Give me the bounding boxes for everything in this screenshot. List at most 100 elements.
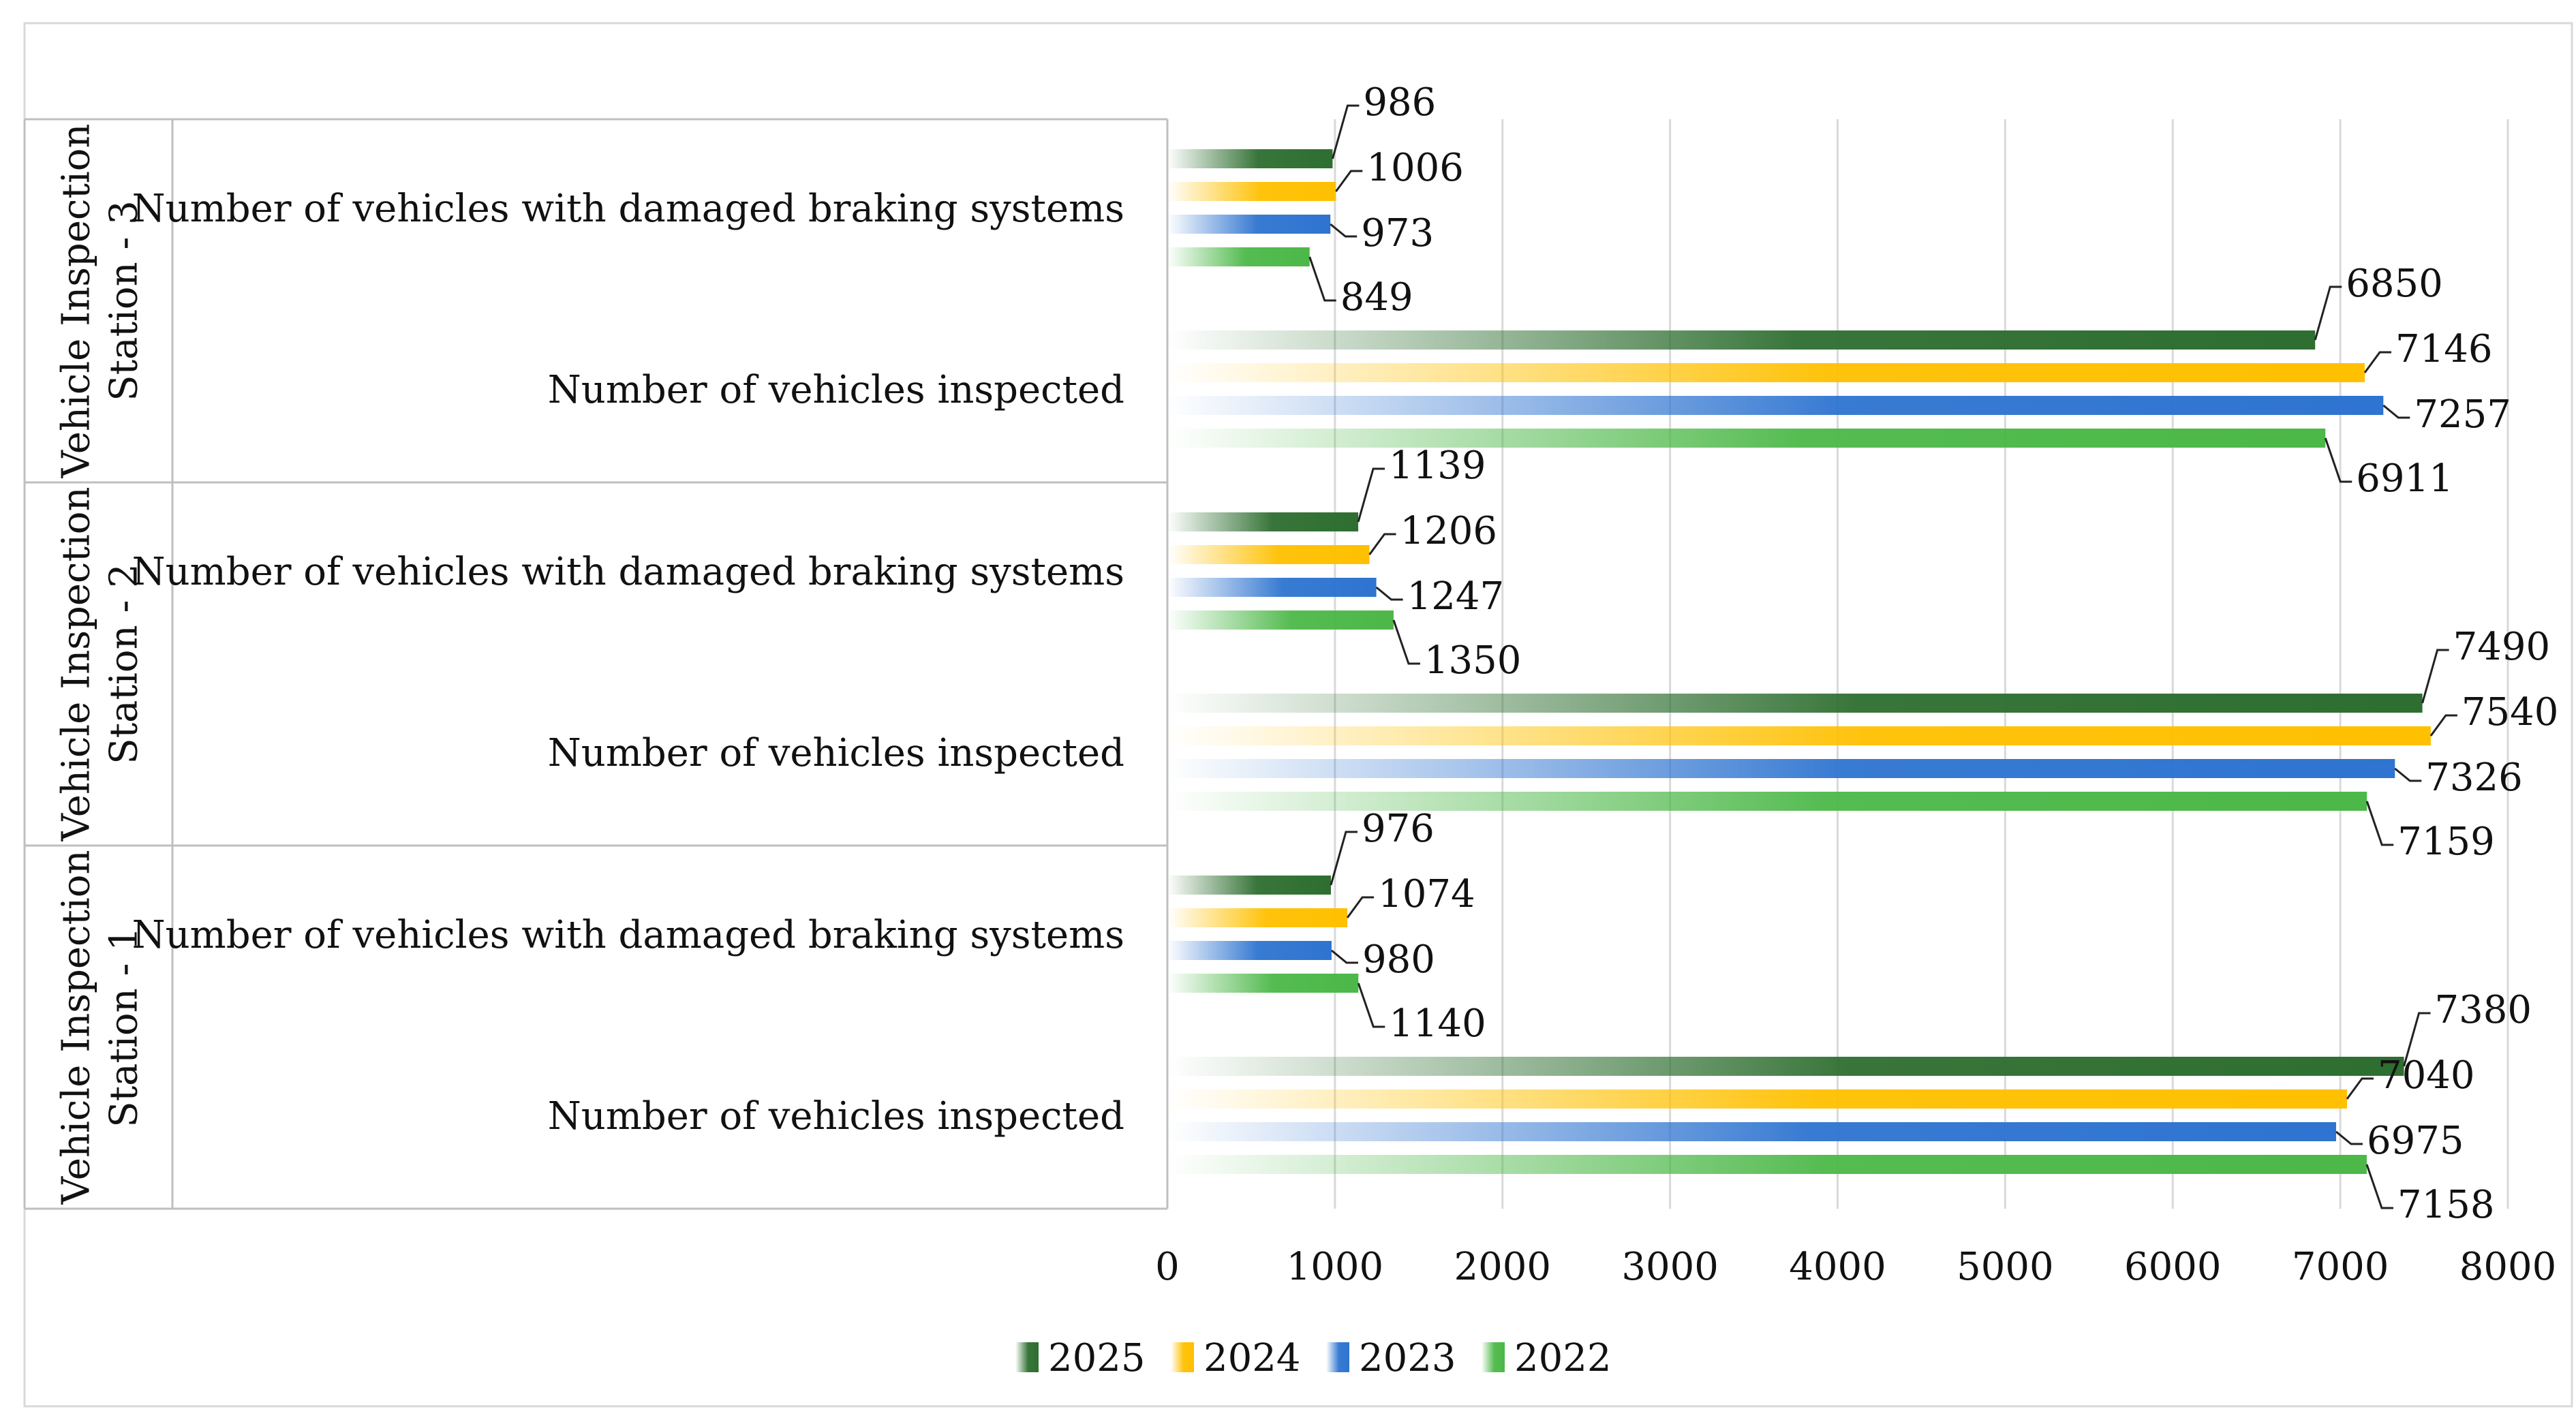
leader-line: [1308, 256, 1336, 302]
category-label: Number of vehicles inspected: [548, 731, 1124, 775]
leader-line: [2314, 285, 2342, 341]
leader-line: [2382, 404, 2410, 419]
bar-vehicle-inspection-station-2-0-2025: [1167, 512, 1359, 531]
bar-vehicle-inspection-station-3-0-2024: [1167, 182, 1336, 201]
bar-vehicle-inspection-station-1-1-2025: [1167, 1057, 2404, 1076]
leader-line: [1330, 223, 1358, 238]
bar-vehicle-inspection-station-1-1-2022: [1167, 1155, 2367, 1174]
legend-swatch-2023: [1326, 1342, 1349, 1372]
legend-entry-2022: 2022: [1514, 1336, 1612, 1380]
data-label-2025: 976: [1362, 807, 1435, 851]
bar-vehicle-inspection-station-1-0-2023: [1167, 941, 1332, 960]
group-name-vehicle-inspection-station-3: Vehicle InspectionStation - 3: [55, 123, 147, 478]
bar-vehicle-inspection-station-2-0-2022: [1167, 610, 1394, 630]
bar-vehicle-inspection-station-2-1-2025: [1167, 694, 2423, 713]
bar-vehicle-inspection-station-1-0-2024: [1167, 908, 1348, 927]
x-tick-6000: 6000: [2124, 1245, 2222, 1289]
leader-line: [1335, 170, 1363, 192]
legend-swatch-2022: [1482, 1342, 1505, 1372]
group-name-vehicle-inspection-station-2: Vehicle InspectionStation - 2: [55, 486, 147, 841]
data-label-2022: 6911: [2356, 456, 2453, 501]
data-label-2024: 1074: [1378, 872, 1475, 916]
data-label-2023: 7326: [2425, 756, 2523, 800]
data-label-2022: 7159: [2397, 820, 2495, 864]
leader-line: [2394, 767, 2422, 782]
x-tick-3000: 3000: [1621, 1245, 1719, 1289]
data-label-2025: 7380: [2435, 988, 2532, 1032]
data-label-2023: 980: [1362, 938, 1435, 982]
group-name-vehicle-inspection-station-1: Vehicle InspectionStation - 1: [55, 850, 147, 1205]
data-label-2023: 7257: [2414, 392, 2511, 437]
leader-line: [1357, 467, 1385, 523]
data-label-2024: 7540: [2462, 690, 2559, 734]
legend-entry-2025: 2025: [1048, 1336, 1146, 1380]
bar-vehicle-inspection-station-3-1-2022: [1167, 429, 2326, 448]
bar-vehicle-inspection-station-2-1-2022: [1167, 792, 2367, 811]
legend-entry-2023: 2023: [1359, 1336, 1456, 1380]
bar-vehicle-inspection-station-3-1-2024: [1167, 363, 2365, 382]
data-labels: 986 1006 973 849 6850 7146 7257 6911 1139 1206 124…: [1308, 80, 2559, 1227]
data-label-2024: 1206: [1400, 509, 1498, 553]
legend-entry-2024: 2024: [1203, 1336, 1301, 1380]
bar-vehicle-inspection-station-3-0-2025: [1167, 149, 1333, 168]
data-label-2023: 1247: [1407, 574, 1505, 619]
data-label-2022: 849: [1340, 275, 1413, 320]
category-label: Number of vehicles inspected: [548, 368, 1124, 412]
leader-line: [2324, 437, 2352, 483]
data-label-2025: 7490: [2453, 625, 2551, 669]
bars: [1167, 149, 2431, 1174]
group-name-line: Station - 1: [102, 927, 147, 1128]
category-label: Number of vehicles with damaged braking …: [132, 187, 1124, 231]
group-name-line: Vehicle Inspection: [55, 486, 99, 841]
legend: 2025 2024 2023 2022: [1015, 1336, 1612, 1380]
group-name-line: Vehicle Inspection: [55, 850, 99, 1205]
bar-vehicle-inspection-station-1-0-2022: [1167, 974, 1359, 993]
bar-vehicle-inspection-station-3-0-2023: [1167, 215, 1331, 234]
category-label: Number of vehicles inspected: [548, 1094, 1124, 1139]
data-label-2022: 7158: [2397, 1183, 2495, 1227]
group-name-line: Vehicle Inspection: [55, 123, 99, 478]
legend-swatch-2024: [1171, 1342, 1194, 1372]
bar-vehicle-inspection-station-2-0-2024: [1167, 545, 1370, 564]
leader-line: [1331, 104, 1360, 159]
x-axis-tick-labels: 0 1000 2000 3000 4000 5000 6000 7000 8000: [1155, 1245, 2556, 1289]
bar-vehicle-inspection-station-2-0-2023: [1167, 578, 1377, 597]
leader-line: [2363, 351, 2392, 373]
leader-line: [1368, 533, 1396, 555]
leader-line: [2365, 1164, 2393, 1209]
leader-line: [2365, 801, 2394, 846]
x-tick-7000: 7000: [2292, 1245, 2389, 1289]
bar-vehicle-inspection-station-3-1-2023: [1167, 396, 2384, 415]
data-label-2022: 1350: [1424, 638, 1522, 683]
category-label: Number of vehicles with damaged braking …: [132, 550, 1124, 594]
leader-line: [1357, 982, 1385, 1028]
x-tick-0: 0: [1155, 1245, 1180, 1289]
data-label-2023: 6975: [2367, 1119, 2464, 1163]
bar-vehicle-inspection-station-2-1-2023: [1167, 759, 2395, 778]
x-tick-5000: 5000: [1957, 1245, 2054, 1289]
leader-line: [2429, 714, 2457, 737]
bar-vehicle-inspection-station-3-1-2025: [1167, 330, 2316, 350]
leader-line: [2421, 649, 2449, 704]
x-tick-8000: 8000: [2459, 1245, 2557, 1289]
leader-line: [2335, 1130, 2363, 1145]
leader-line: [1331, 949, 1358, 964]
bar-vehicle-inspection-station-2-1-2024: [1167, 726, 2431, 745]
bar-vehicle-inspection-station-3-0-2022: [1167, 247, 1310, 266]
data-label-2024: 1006: [1366, 146, 1464, 190]
data-label-2022: 1140: [1389, 1002, 1486, 1046]
bar-vehicle-inspection-station-1-0-2025: [1167, 876, 1331, 895]
data-label-2025: 1139: [1389, 444, 1486, 488]
leader-line: [1375, 586, 1403, 601]
legend-swatch-2025: [1015, 1342, 1039, 1372]
x-tick-4000: 4000: [1789, 1245, 1886, 1289]
data-label-2023: 973: [1361, 211, 1434, 256]
leader-line: [1392, 619, 1420, 665]
group-name-line: Station - 3: [102, 200, 147, 401]
leader-line: [2403, 1012, 2431, 1067]
leader-line: [1330, 831, 1358, 886]
data-label-2025: 986: [1363, 80, 1436, 125]
leader-line: [1346, 896, 1375, 918]
